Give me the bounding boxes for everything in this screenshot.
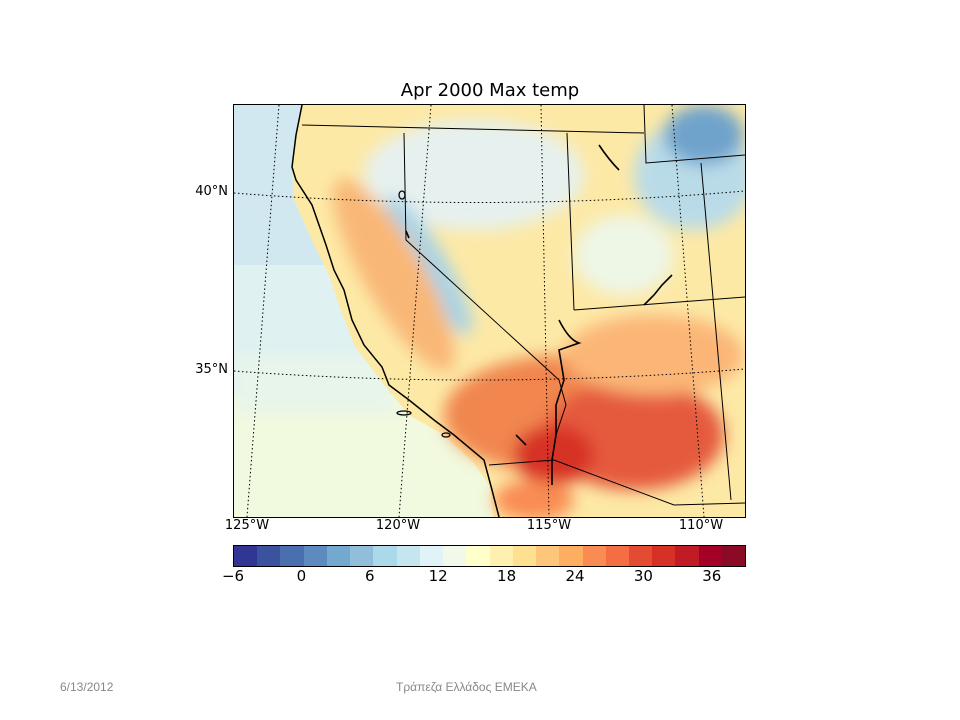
colorbar-segment — [326, 546, 351, 566]
colorbar-segment — [443, 546, 467, 566]
border-ut-az — [573, 296, 745, 311]
lat-line-35 — [234, 368, 745, 381]
colorbar-segment — [652, 546, 676, 566]
colorbar-tick-label: 24 — [565, 567, 585, 585]
colorbar-segment — [466, 546, 490, 566]
colorbar-segment — [605, 546, 629, 566]
ocean-mid — [234, 355, 394, 415]
border-or-north — [301, 124, 645, 134]
border-mexico — [488, 459, 745, 506]
lon-line-115 — [540, 105, 550, 517]
channel-island-2 — [441, 432, 451, 438]
colorbar-segment — [582, 546, 606, 566]
lon-label-115: 115°W — [526, 518, 572, 533]
lake-tahoe — [405, 230, 410, 239]
footer-center-text: Τράπεζα Ελλάδος ΕΜΕΚΑ — [396, 680, 537, 694]
colorbar-segment — [512, 546, 537, 566]
lon-line-110 — [671, 105, 705, 517]
channel-island-1 — [396, 410, 412, 416]
lon-line-120 — [398, 105, 432, 517]
cool-region-utah — [574, 215, 674, 295]
lon-label-125: 125°W — [224, 518, 270, 533]
lon-label-120: 120°W — [375, 518, 421, 533]
map-title: Apr 2000 Max temp — [400, 80, 580, 101]
colorbar-segment — [536, 546, 560, 566]
colorbar-segment — [698, 546, 722, 566]
colorbar-tick-label: 36 — [702, 567, 722, 585]
colorbar-segment — [350, 546, 374, 566]
warm-central-valley — [333, 178, 455, 372]
border-wy — [643, 105, 745, 164]
colorbar — [233, 545, 746, 567]
colorbar-segment — [257, 546, 281, 566]
colorbar-segment — [559, 546, 583, 566]
colorbar-tick-label: 18 — [497, 567, 517, 585]
cool-region-sierra — [386, 195, 472, 335]
warm-region-baja — [494, 480, 574, 517]
temperature-map — [233, 104, 746, 518]
lon-line-125 — [246, 105, 280, 517]
colorbar-tick-label: −6 — [221, 567, 245, 585]
colorado-river — [551, 319, 582, 485]
lat-label-40: 40°N — [195, 184, 228, 199]
colorbar-segment — [373, 546, 397, 566]
colorbar-segment — [396, 546, 420, 566]
colorbar-tick-label: 12 — [428, 567, 448, 585]
colorbar-segment — [628, 546, 653, 566]
colorbar-tick-label: 0 — [296, 567, 307, 585]
salton-sea — [515, 434, 527, 446]
colorbar-segment — [721, 546, 746, 566]
cool-region-north — [364, 120, 584, 230]
colorbar-segment — [489, 546, 513, 566]
colorbar-segment — [303, 546, 327, 566]
footer-date: 6/13/2012 — [60, 680, 114, 694]
border-nv-ut — [566, 132, 575, 311]
hot-region-core — [514, 425, 594, 485]
lake-shasta — [398, 190, 406, 200]
lon-label-110: 110°W — [678, 518, 724, 533]
colorbar-tick-label: 6 — [365, 567, 375, 585]
lat-line-40 — [234, 190, 745, 204]
cool-region-ne — [664, 105, 744, 165]
colorbar-segment — [419, 546, 444, 566]
coastline — [291, 105, 500, 517]
lat-label-35: 35°N — [195, 362, 228, 377]
warm-region-south — [564, 315, 744, 395]
colorbar-segment — [280, 546, 304, 566]
border-ca-nv — [403, 132, 560, 381]
colorbar-segment — [234, 546, 258, 566]
colorbar-tick-label: 30 — [633, 567, 653, 585]
colorbar-segment — [675, 546, 699, 566]
border-co — [700, 162, 732, 501]
lake-powell — [643, 274, 673, 306]
great-salt-lake — [598, 144, 620, 171]
